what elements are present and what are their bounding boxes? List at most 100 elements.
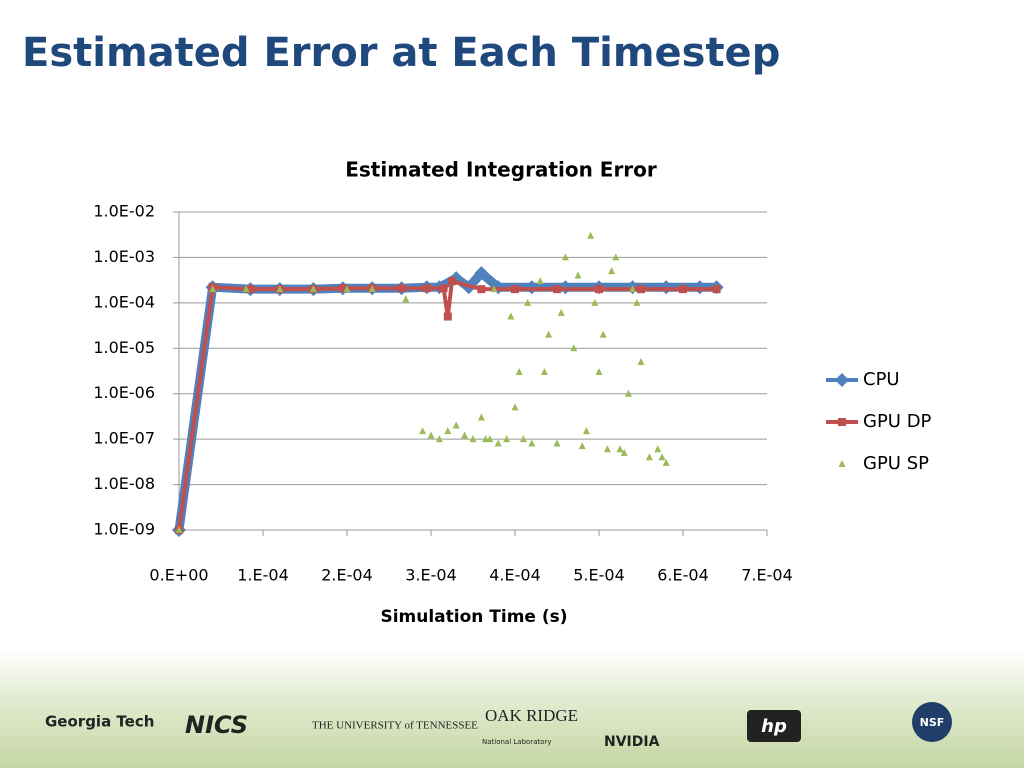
marker <box>591 298 599 306</box>
footer-band <box>0 650 1024 768</box>
marker <box>482 435 490 443</box>
marker <box>624 389 632 397</box>
marker <box>578 442 586 450</box>
x-tick-label: 6.E-04 <box>657 566 709 585</box>
marker <box>452 421 460 429</box>
marker <box>443 312 452 321</box>
marker <box>503 435 511 443</box>
marker <box>435 435 443 443</box>
x-tick-label: 1.E-04 <box>237 566 289 585</box>
marker <box>511 403 519 411</box>
logos: Georgia Tech NICS THE UNIVERSITY of TENN… <box>45 702 952 750</box>
marker <box>658 453 666 461</box>
marker <box>603 445 611 453</box>
marker <box>835 373 849 387</box>
logo-circle <box>912 702 952 742</box>
x-tick-label: 4.E-04 <box>489 566 541 585</box>
marker <box>477 285 486 294</box>
marker <box>519 435 527 443</box>
marker <box>587 231 595 239</box>
x-tick-label: 5.E-04 <box>573 566 625 585</box>
x-tick-label: 3.E-04 <box>405 566 457 585</box>
x-tick-label: 0.E+00 <box>149 566 208 585</box>
marker <box>469 435 477 443</box>
marker <box>474 266 489 281</box>
marker <box>553 439 561 447</box>
marker <box>309 285 317 293</box>
logo: NSF <box>920 716 945 729</box>
marker <box>368 285 376 293</box>
marker <box>612 253 620 261</box>
marker <box>490 285 498 293</box>
marker <box>402 295 410 303</box>
marker <box>561 253 569 261</box>
logo: NVIDIA <box>604 734 660 750</box>
marker <box>629 285 637 293</box>
y-tick-label: 1.0E-09 <box>93 520 155 539</box>
y-tick-label: 1.0E-07 <box>93 429 155 448</box>
legend-label: GPU SP <box>863 453 929 474</box>
marker <box>616 445 624 453</box>
chart-title: Estimated Integration Error <box>345 158 657 182</box>
marker <box>654 445 662 453</box>
marker <box>494 439 502 447</box>
marker <box>633 298 641 306</box>
y-tick-label: 1.0E-05 <box>93 338 155 357</box>
legend-label: GPU DP <box>863 411 932 432</box>
marker <box>637 357 645 365</box>
marker <box>419 427 427 435</box>
marker <box>422 284 431 293</box>
logo: hp <box>761 716 787 737</box>
marker <box>838 418 846 426</box>
marker <box>397 284 406 293</box>
slide-title: Estimated Error at Each Timestep <box>22 30 780 76</box>
marker <box>439 284 448 293</box>
y-tick-label: 1.0E-04 <box>93 292 155 311</box>
y-tick-label: 1.0E-03 <box>93 247 155 266</box>
marker <box>545 330 553 338</box>
x-tick-label: 7.E-04 <box>741 566 793 585</box>
marker <box>599 330 607 338</box>
marker <box>582 427 590 435</box>
marker <box>553 285 561 294</box>
logo: THE UNIVERSITY of TENNESSEE <box>312 720 478 732</box>
marker <box>175 526 183 533</box>
marker <box>645 453 653 461</box>
marker <box>477 413 485 421</box>
marker <box>507 312 515 320</box>
x-tick-label: 2.E-04 <box>321 566 373 585</box>
logo: NICS <box>185 711 248 739</box>
marker <box>570 344 578 352</box>
marker <box>595 368 603 376</box>
marker <box>662 458 670 466</box>
marker <box>209 285 217 293</box>
marker <box>679 285 687 294</box>
marker <box>246 285 255 294</box>
marker <box>838 460 846 467</box>
marker <box>557 308 565 316</box>
y-tick-label: 1.0E-08 <box>93 474 155 493</box>
y-tick-label: 1.0E-06 <box>93 383 155 402</box>
logo: Georgia Tech <box>45 713 154 731</box>
logo: OAK RIDGE <box>485 706 578 725</box>
marker <box>276 285 284 293</box>
marker <box>595 285 603 294</box>
marker <box>427 431 435 439</box>
marker <box>242 285 250 293</box>
marker <box>448 277 456 286</box>
marker <box>574 271 582 279</box>
marker <box>343 285 351 293</box>
marker <box>528 439 536 447</box>
logo: National Laboratory <box>482 738 552 746</box>
x-axis-title: Simulation Time (s) <box>380 607 567 627</box>
logo-box <box>747 710 801 742</box>
marker <box>444 427 452 435</box>
marker <box>338 284 347 293</box>
marker <box>511 285 519 294</box>
y-tick-label: 1.0E-02 <box>93 202 155 221</box>
marker <box>524 298 532 306</box>
marker <box>637 285 645 294</box>
marker <box>461 431 469 439</box>
marker <box>540 368 548 376</box>
